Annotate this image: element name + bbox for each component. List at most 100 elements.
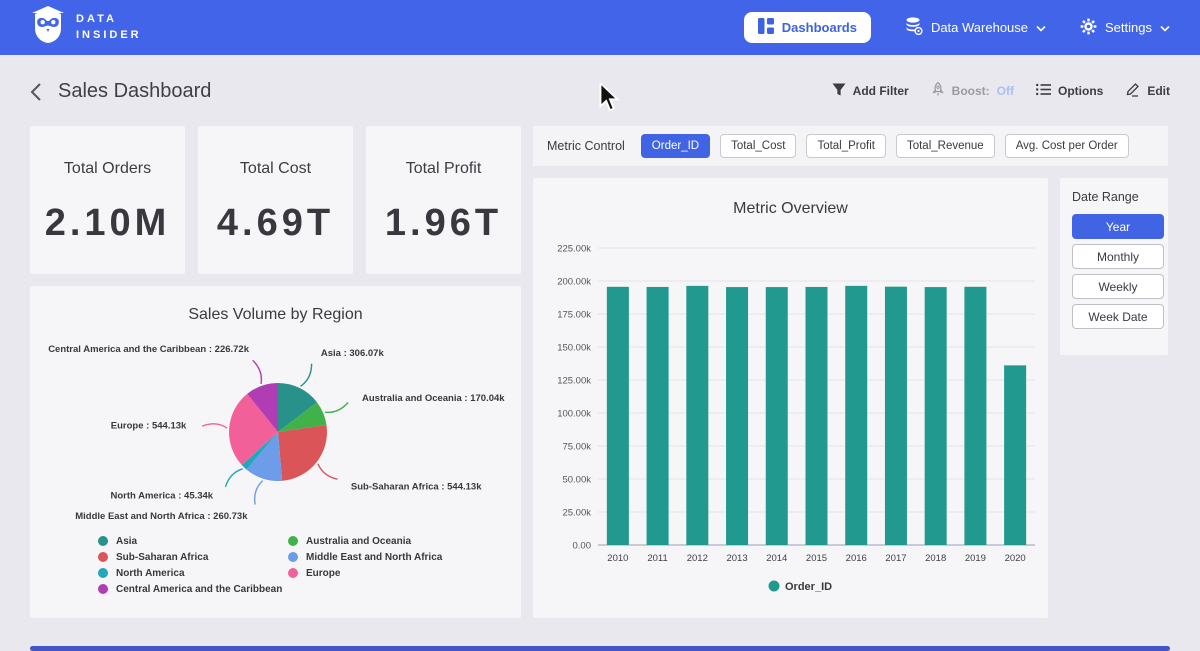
database-icon [905, 17, 923, 38]
kpi-value: 4.69T [216, 202, 335, 244]
pie-legend-column-2: Australia and Oceania Middle East and Nor… [288, 533, 442, 581]
pie-slice-middle-east-and-north-africa[interactable] [246, 432, 283, 481]
legend-item-asia: Asia [98, 533, 282, 549]
back-button[interactable] [26, 82, 46, 104]
svg-text:2014: 2014 [766, 553, 787, 564]
metric-option-total-profit[interactable]: Total_Profit [806, 134, 886, 158]
pie-chart-title: Sales Volume by Region [188, 306, 363, 323]
legend-dot [288, 552, 298, 562]
kpi-card-total-orders: Total Orders 2.10M [30, 126, 185, 274]
legend-dot [98, 584, 108, 594]
brand-logo: DATA INSIDER [30, 6, 142, 49]
date-range-monthly[interactable]: Monthly [1072, 244, 1164, 269]
bar-2010[interactable] [606, 286, 629, 545]
sales-by-region-card: Sales Volume by Region Asia : 306.07k Aus… [30, 286, 521, 618]
rocket-icon [931, 81, 945, 100]
metric-control-bar: Metric Control Order_ID Total_Cost Total_P… [533, 126, 1168, 166]
top-nav: DATA INSIDER Dashboards [0, 0, 1200, 55]
metric-overview-card: Metric Overview 0.00 25.00k 50.00k 75.00k 10… [533, 178, 1048, 618]
dashboards-label: Dashboards [781, 20, 857, 35]
pie-label-middle-east-and-north-africa: Middle East and North Africa : 260.73k [75, 511, 248, 522]
date-range-week-date[interactable]: Week Date [1072, 304, 1164, 329]
bar-2017[interactable] [884, 286, 907, 545]
legend-dot [98, 536, 108, 546]
legend-label: Middle East and North Africa [306, 551, 443, 563]
bar-2015[interactable] [805, 286, 828, 545]
legend-dot [98, 568, 108, 578]
date-range-panel: Date Range Year Monthly Weekly Week Date [1060, 178, 1168, 355]
metric-option-total-revenue[interactable]: Total_Revenue [895, 134, 995, 158]
svg-text:50.00k: 50.00k [562, 475, 591, 486]
edit-button[interactable]: Edit [1125, 82, 1170, 100]
header-toolbar: Add Filter Boost: Off Options [832, 81, 1170, 100]
data-warehouse-menu[interactable]: Data Warehouse [905, 17, 1046, 38]
date-range-buttons: Year Monthly Weekly Week Date [1072, 214, 1164, 329]
kpi-label: Total Cost [239, 160, 312, 177]
svg-text:2013: 2013 [726, 553, 747, 564]
add-filter-button[interactable]: Add Filter [832, 83, 909, 100]
mouse-cursor [598, 80, 622, 118]
boost-state: Off [996, 84, 1014, 98]
date-range-weekly[interactable]: Weekly [1072, 274, 1164, 299]
svg-text:2015: 2015 [806, 553, 827, 564]
legend-item-north-america: North America [98, 565, 282, 581]
svg-text:2017: 2017 [885, 553, 906, 564]
boost-toggle[interactable]: Boost: Off [931, 81, 1014, 100]
options-button[interactable]: Options [1036, 83, 1103, 99]
date-range-year[interactable]: Year [1072, 214, 1164, 239]
add-filter-label: Add Filter [852, 84, 909, 98]
metric-option-avg-cost-per-order[interactable]: Avg. Cost per Order [1004, 134, 1129, 158]
svg-text:125.00k: 125.00k [557, 376, 591, 387]
metric-overview-bar-chart: 0.00 25.00k 50.00k 75.00k 100.00k 125.00k 150.… [557, 244, 1035, 593]
svg-text:25.00k: 25.00k [562, 508, 591, 519]
dashboard-grid-icon [757, 18, 774, 37]
svg-text:225.00k: 225.00k [557, 244, 591, 255]
pie-legend-column-1: Asia Sub-Saharan Africa North America Centr… [98, 533, 282, 597]
boost-label: Boost: [951, 84, 990, 98]
pie-slice-australia-and-oceania[interactable] [278, 402, 327, 432]
legend-label: Asia [116, 535, 138, 547]
settings-menu[interactable]: Settings [1080, 18, 1170, 38]
pie-slice-asia[interactable] [278, 383, 317, 432]
svg-text:2012: 2012 [687, 553, 708, 564]
metric-control-label: Metric Control [547, 139, 625, 153]
edit-label: Edit [1147, 84, 1170, 98]
legend-label: Australia and Oceania [306, 535, 412, 547]
bar-2011[interactable] [646, 286, 669, 545]
data-warehouse-label: Data Warehouse [930, 20, 1029, 35]
legend-item-sub-saharan-africa: Sub-Saharan Africa [98, 549, 282, 565]
bar-2016[interactable] [845, 285, 868, 545]
svg-text:2011: 2011 [647, 553, 667, 564]
legend-dot [288, 536, 298, 546]
svg-text:2016: 2016 [846, 553, 867, 564]
svg-text:150.00k: 150.00k [557, 343, 591, 354]
bar-2020[interactable] [1004, 365, 1027, 545]
svg-text:75.00k: 75.00k [562, 442, 591, 453]
settings-label: Settings [1105, 20, 1152, 35]
bar-2018[interactable] [924, 287, 947, 545]
pie-slice-central-america-and-the-caribbean[interactable] [247, 383, 278, 432]
bar-2019[interactable] [964, 286, 987, 545]
pie-slice-europe[interactable] [229, 393, 278, 465]
bar-2014[interactable] [765, 287, 788, 545]
kpi-label: Total Profit [405, 160, 482, 177]
metric-option-order-id[interactable]: Order_ID [640, 134, 711, 158]
bar-2012[interactable] [686, 285, 709, 545]
pie-label-australia-and-oceania: Australia and Oceania : 170.04k [362, 393, 505, 404]
metric-option-total-cost[interactable]: Total_Cost [720, 134, 797, 158]
gear-icon [1080, 18, 1097, 38]
page-title: Sales Dashboard [58, 80, 212, 102]
metric-control-buttons: Order_ID Total_Cost Total_Profit Total_Reve… [640, 134, 1129, 158]
chevron-down-icon [1036, 20, 1046, 35]
kpi-card-total-profit: Total Profit 1.96T [366, 126, 521, 274]
legend-dot [288, 568, 298, 578]
legend-label: Europe [306, 567, 341, 579]
pie-slice-sub-saharan-africa[interactable] [278, 424, 327, 481]
dashboards-button[interactable]: Dashboards [743, 12, 871, 43]
chevron-down-icon [1160, 20, 1170, 35]
brand-line2: INSIDER [76, 28, 142, 41]
pie-slice-north-america[interactable] [241, 432, 278, 470]
bar-2013[interactable] [726, 287, 749, 545]
legend-label: Central America and the Caribbean [116, 583, 283, 595]
horizontal-scrollbar[interactable] [30, 646, 1170, 651]
